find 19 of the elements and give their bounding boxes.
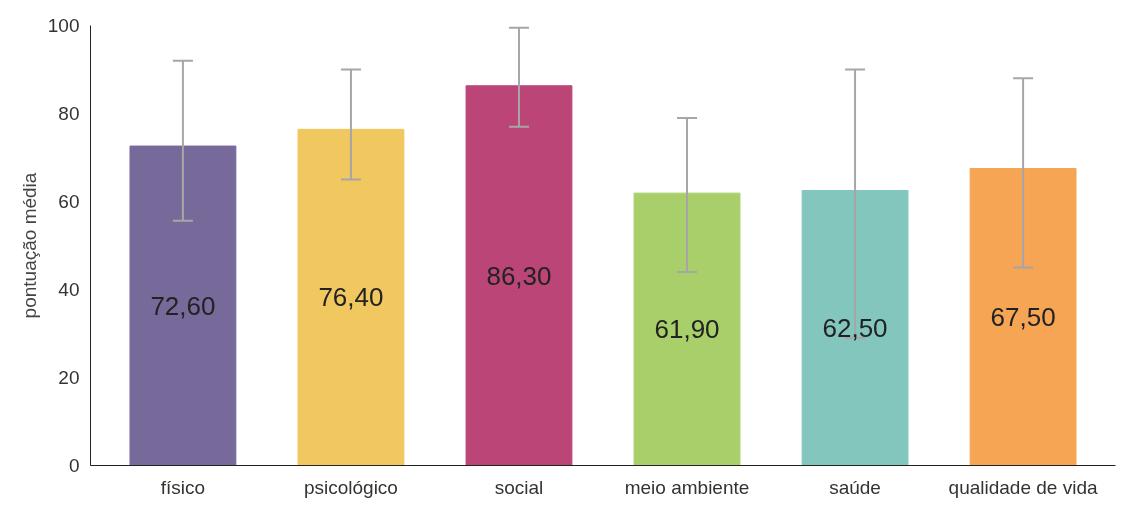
x-tick-label: qualidade de vida [948, 476, 1098, 498]
data-label: 72,60 [150, 290, 216, 321]
x-tick-label: meio ambiente [624, 476, 750, 498]
y-tick-label: 60 [58, 191, 80, 212]
x-tick-label: saúde [829, 476, 881, 498]
x-tick-label: psicológico [303, 476, 398, 498]
x-tick-label: social [494, 476, 544, 498]
data-label: 61,90 [654, 314, 720, 345]
y-tick-label: 0 [68, 455, 80, 476]
data-label: 67,50 [990, 302, 1056, 332]
y-tick-label: 100 [47, 15, 80, 36]
y-tick-label: 20 [58, 367, 80, 388]
data-label: 86,30 [486, 260, 552, 291]
data-label: 76,40 [318, 282, 384, 313]
x-tick-label: físico [160, 476, 206, 498]
y-tick-label: 80 [58, 103, 80, 124]
y-tick-label: 40 [58, 279, 80, 300]
data-label: 62,50 [822, 313, 888, 343]
y-axis-title: pontuação média [18, 172, 40, 319]
